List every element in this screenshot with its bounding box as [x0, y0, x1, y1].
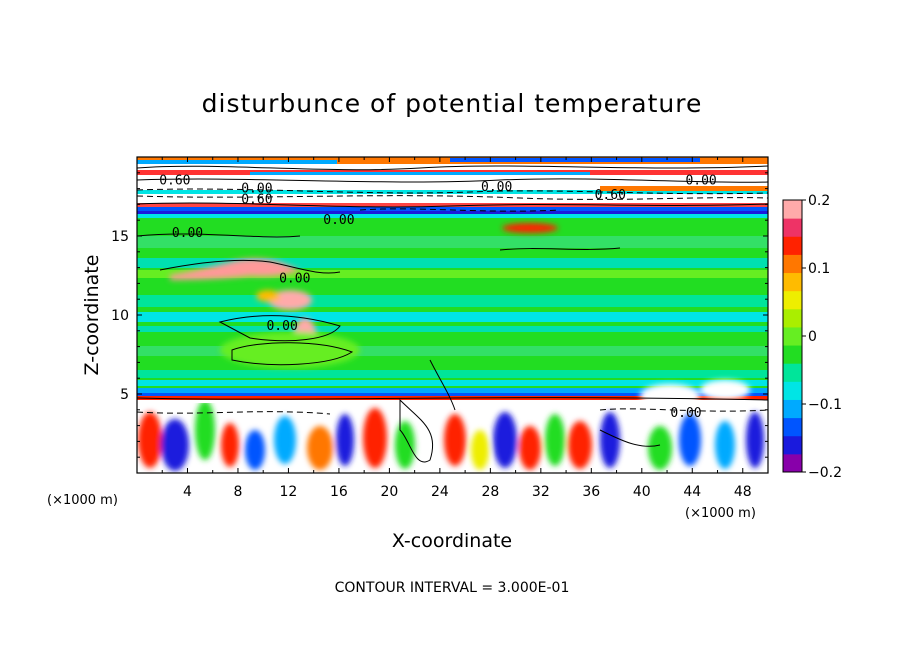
- colorbar-segment: [783, 345, 802, 364]
- y-tick-label: 5: [120, 387, 129, 403]
- colorbar-segment: [783, 200, 802, 219]
- contour-label: 0.00: [323, 213, 354, 228]
- y-axis: 5 10 15: [111, 172, 768, 458]
- x-axis: 4 8 12 16 20 24 28 32 36 40 44 48: [161, 157, 752, 500]
- x-tick-label: 24: [431, 484, 449, 500]
- colorbar-segment: [783, 417, 802, 437]
- colorbar-tick-label: −0.1: [808, 397, 842, 413]
- x-unit-left: (×1000 m): [47, 493, 118, 508]
- colorbar-segment: [783, 272, 802, 292]
- plot-area: [137, 157, 768, 473]
- x-tick-label: 40: [633, 484, 651, 500]
- x-tick-label: 32: [532, 484, 550, 500]
- colorbar-tick-label: 0: [808, 329, 817, 345]
- x-tick-label: 8: [233, 484, 242, 500]
- colorbar-segment: [783, 363, 802, 382]
- colorbar-segment: [783, 326, 802, 346]
- colorbar-segment: [783, 308, 802, 328]
- x-tick-label: 28: [481, 484, 499, 500]
- colorbar-segment: [783, 453, 802, 473]
- colorbar-segment: [783, 381, 802, 400]
- colorbar-segment: [783, 236, 802, 255]
- contour-label: 0.60: [241, 193, 272, 208]
- x-unit-right: (×1000 m): [685, 506, 756, 521]
- contour-interval-label: CONTOUR INTERVAL = 3.000E-01: [335, 580, 570, 596]
- contour-label: 0.00: [685, 174, 716, 189]
- colorbar: 0.2 0.1 0 −0.1 −0.2: [782, 193, 842, 481]
- contour-label: 0.00: [670, 406, 701, 421]
- contour-label: 0.00: [172, 226, 203, 241]
- colorbar-tick-label: −0.2: [808, 465, 842, 481]
- x-tick-label: 44: [683, 484, 701, 500]
- x-tick-label: 20: [380, 484, 398, 500]
- colorbar-segment: [783, 399, 802, 419]
- colorbar-segment: [783, 254, 802, 274]
- y-tick-label: 10: [111, 308, 129, 324]
- x-tick-label: 16: [330, 484, 348, 500]
- x-tick-label: 12: [280, 484, 298, 500]
- contour-label: 0.60: [159, 174, 190, 189]
- colorbar-segment: [783, 290, 802, 310]
- colorbar-tick-label: 0.1: [808, 261, 830, 277]
- contour-label: 0.00: [241, 182, 272, 197]
- chart-title: disturbunce of potential temperature: [202, 89, 703, 118]
- contour-label: 0.60: [595, 188, 626, 203]
- x-tick-label: 48: [734, 484, 752, 500]
- contour-labels: 0.600.000.600.000.000.600.000.000.000.00…: [159, 174, 717, 421]
- x-tick-label: 4: [183, 484, 192, 500]
- contour-label: 0.00: [279, 272, 310, 287]
- x-tick-label: 36: [582, 484, 600, 500]
- colorbar-tick-label: 0.2: [808, 193, 830, 209]
- y-tick-label: 15: [111, 229, 129, 245]
- y-axis-title: Z-coordinate: [81, 255, 103, 376]
- contour-label: 0.00: [266, 319, 297, 334]
- x-axis-title: X-coordinate: [392, 530, 512, 552]
- colorbar-segment: [783, 218, 802, 237]
- contour-label: 0.00: [481, 180, 512, 195]
- colorbar-segment: [783, 435, 802, 455]
